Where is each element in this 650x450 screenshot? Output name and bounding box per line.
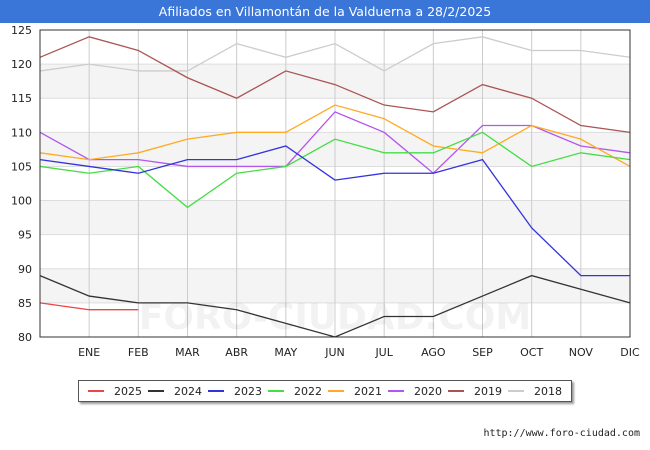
series-line-2025 [39, 302, 139, 311]
legend-item-2021: 2021 [328, 385, 382, 398]
legend-label: 2022 [294, 384, 322, 398]
plot-frame [39, 29, 631, 338]
legend-label: 2019 [474, 384, 502, 398]
watermark: FORO-CIUDAD.COM [139, 297, 531, 338]
legend-label: 2020 [414, 384, 442, 398]
legend-item-2023: 2023 [208, 385, 262, 398]
x-tick-label: SEP [472, 346, 493, 359]
y-tick-label: 90 [18, 263, 32, 276]
y-tick-label: 120 [11, 58, 32, 71]
legend-item-2018: 2018 [508, 385, 562, 398]
x-tick-label: JUL [374, 346, 393, 359]
x-tick-label: JUN [324, 346, 345, 359]
y-tick-label: 85 [18, 297, 32, 310]
chart-title: Afiliados en Villamontán de la Valduerna… [0, 0, 650, 23]
legend-swatch [508, 390, 524, 392]
y-tick-label: 125 [11, 24, 32, 37]
legend-label: 2024 [174, 384, 202, 398]
y-tick-label: 100 [11, 195, 32, 208]
series-line-2023 [39, 145, 630, 277]
legend: 2025 2024 2023 2022 2021 2020 2019 2018 [78, 380, 572, 402]
y-tick-label: 95 [18, 229, 32, 242]
line-chart: 80 85 90 95 100 105 110 115 120 125 ENE FEB MAR ABR MA… [11, 24, 640, 359]
y-tick-label: 110 [11, 126, 32, 139]
x-tick-label: OCT [520, 346, 543, 359]
series-line-2021 [39, 104, 631, 168]
legend-label: 2021 [354, 384, 382, 398]
series-line-2019 [39, 36, 631, 133]
legend-swatch [88, 390, 104, 392]
legend-item-2022: 2022 [268, 385, 322, 398]
legend-item-2019: 2019 [448, 385, 502, 398]
legend-swatch [328, 390, 344, 392]
legend-swatch [388, 390, 404, 392]
x-tick-label: MAR [175, 346, 200, 359]
legend-label: 2025 [114, 384, 142, 398]
y-tick-label: 105 [11, 160, 32, 173]
legend-label: 2018 [534, 384, 562, 398]
x-tick-label: ENE [78, 346, 100, 359]
legend-swatch [448, 390, 464, 392]
legend-item-2020: 2020 [388, 385, 442, 398]
x-tick-label: AGO [421, 346, 446, 359]
x-tick-label: FEB [128, 346, 149, 359]
legend-swatch [208, 390, 224, 392]
series-line-2022 [39, 131, 631, 209]
x-tick-label: MAY [274, 346, 297, 359]
x-tick-label: ABR [225, 346, 248, 359]
legend-swatch [148, 390, 164, 392]
y-tick-label: 115 [11, 92, 32, 105]
y-tick-label: 80 [18, 331, 32, 344]
x-tick-label: DIC [620, 346, 640, 359]
legend-label: 2023 [234, 384, 262, 398]
legend-item-2024: 2024 [148, 385, 202, 398]
series-line-2018 [39, 36, 631, 72]
legend-item-2025: 2025 [88, 385, 142, 398]
legend-swatch [268, 390, 284, 392]
source-url: http://www.foro-ciudad.com [483, 428, 640, 439]
x-tick-label: NOV [569, 346, 594, 359]
